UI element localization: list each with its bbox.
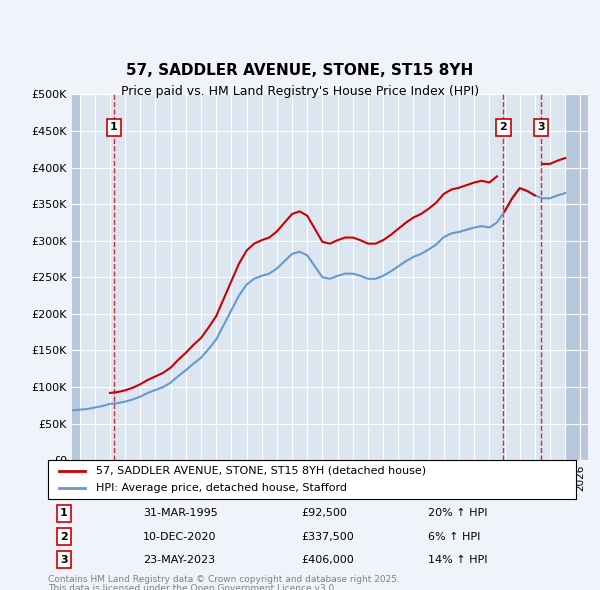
Text: £337,500: £337,500 (301, 532, 354, 542)
Text: HPI: Average price, detached house, Stafford: HPI: Average price, detached house, Staf… (95, 483, 347, 493)
Text: 2: 2 (60, 532, 68, 542)
Text: 1: 1 (60, 509, 68, 519)
Text: 2: 2 (499, 122, 507, 132)
Text: 31-MAR-1995: 31-MAR-1995 (143, 509, 218, 519)
Text: Contains HM Land Registry data © Crown copyright and database right 2025.: Contains HM Land Registry data © Crown c… (48, 575, 400, 584)
Text: 57, SADDLER AVENUE, STONE, ST15 8YH: 57, SADDLER AVENUE, STONE, ST15 8YH (127, 63, 473, 78)
Text: 1: 1 (110, 122, 118, 132)
Text: £406,000: £406,000 (301, 555, 354, 565)
Text: 10-DEC-2020: 10-DEC-2020 (143, 532, 217, 542)
Text: 3: 3 (60, 555, 68, 565)
Text: 14% ↑ HPI: 14% ↑ HPI (428, 555, 488, 565)
Text: 3: 3 (537, 122, 545, 132)
Text: 6% ↑ HPI: 6% ↑ HPI (428, 532, 481, 542)
Text: £92,500: £92,500 (301, 509, 347, 519)
Bar (565, 94, 588, 460)
Bar (72, 94, 80, 460)
Text: Price paid vs. HM Land Registry's House Price Index (HPI): Price paid vs. HM Land Registry's House … (121, 85, 479, 98)
Text: 57, SADDLER AVENUE, STONE, ST15 8YH (detached house): 57, SADDLER AVENUE, STONE, ST15 8YH (det… (95, 466, 425, 476)
Text: 23-MAY-2023: 23-MAY-2023 (143, 555, 215, 565)
Text: This data is licensed under the Open Government Licence v3.0.: This data is licensed under the Open Gov… (48, 584, 337, 590)
Text: 20% ↑ HPI: 20% ↑ HPI (428, 509, 488, 519)
